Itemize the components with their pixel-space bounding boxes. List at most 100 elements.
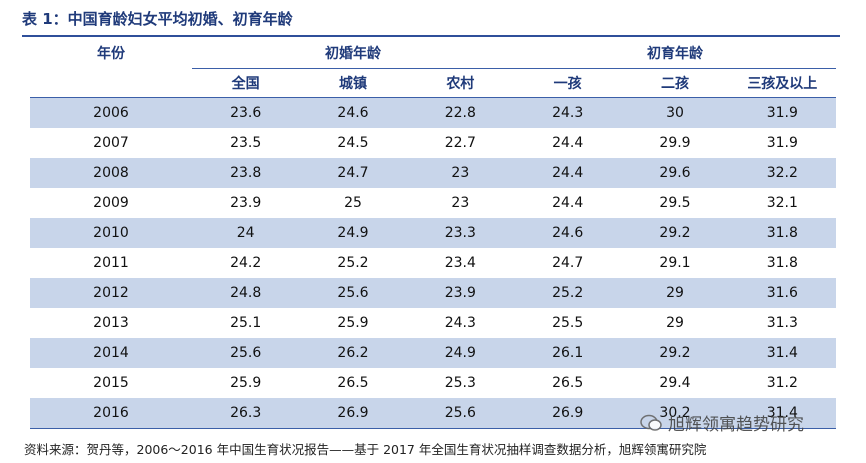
value-cell: 31.9 [766,105,798,121]
value-cell: 23 [451,165,470,181]
value-cell: 23.5 [230,135,262,151]
source-note: 资料来源：贺丹等，2006～2016 年中国生育状况报告——基于 2017 年全… [24,442,707,457]
value-cell: 24.6 [337,105,369,121]
value-cell: 24.7 [552,255,584,271]
year-cell: 2008 [93,165,129,181]
value-cell: 26.9 [337,405,369,421]
value-cell: 31.4 [766,345,798,361]
value-cell: 23.9 [444,285,476,301]
value-cell: 23.4 [444,255,476,271]
value-cell: 23 [451,195,470,211]
year-header: 年份 [97,46,125,62]
value-cell: 24.4 [552,165,584,181]
value-cell: 29.4 [659,375,691,391]
value-cell: 23.8 [230,165,262,181]
value-cell: 24.2 [230,255,262,271]
value-cell: 31.2 [766,375,798,391]
wechat-icon [640,414,662,431]
value-cell: 24.9 [444,345,476,361]
value-cell: 26.5 [552,375,584,391]
value-cell: 25.2 [552,285,584,301]
year-cell: 2007 [93,135,129,151]
year-cell: 2012 [93,285,129,301]
value-cell: 29.1 [659,255,691,271]
column-header: 农村 [446,76,475,92]
value-cell: 25.6 [230,345,262,361]
value-cell: 31.9 [766,135,798,151]
value-cell: 24 [236,225,255,241]
row-shade [30,278,836,308]
row-shade [30,338,836,368]
value-cell: 24.4 [552,135,584,151]
column-header: 三孩及以上 [747,76,818,92]
value-cell: 31.8 [766,225,798,241]
value-cell: 24.9 [337,225,369,241]
year-cell: 2006 [93,105,129,121]
value-cell: 22.7 [444,135,476,151]
title-rule [22,35,840,37]
table-title: 表 1：中国育龄妇女平均初婚、初育年龄 [22,10,293,28]
year-cell: 2010 [93,225,129,241]
group-header: 初婚年龄 [325,46,381,62]
column-header: 城镇 [338,76,367,92]
value-cell: 24.7 [337,165,369,181]
value-cell: 29 [666,315,684,331]
value-cell: 25.3 [444,375,476,391]
value-cell: 24.3 [552,105,584,121]
row-shade [30,158,836,188]
group-header: 初育年龄 [647,46,703,62]
value-cell: 23.9 [230,195,262,211]
value-cell: 25.6 [444,405,476,421]
value-cell: 29.6 [659,165,691,181]
value-cell: 32.2 [766,165,798,181]
column-header: 全国 [231,76,260,92]
value-cell: 26.1 [552,345,584,361]
value-cell: 23.3 [444,225,476,241]
value-cell: 24.8 [230,285,262,301]
header-rule [192,68,836,69]
value-cell: 31.6 [766,285,798,301]
value-cell: 29.2 [659,345,691,361]
value-cell: 30 [666,105,684,121]
bottom-rule [30,428,836,429]
value-cell: 25.1 [230,315,262,331]
value-cell: 25.9 [337,315,369,331]
value-cell: 31.8 [766,255,798,271]
value-cell: 24.5 [337,135,369,151]
row-shade [30,218,836,248]
year-cell: 2013 [93,315,129,331]
header-rule [30,97,836,98]
year-cell: 2015 [93,375,129,391]
value-cell: 31.4 [766,405,798,421]
row-shade [30,398,836,428]
value-cell: 25.5 [552,315,584,331]
column-header: 二孩 [660,76,689,92]
value-cell: 26.9 [552,405,584,421]
value-cell: 32.1 [766,195,798,211]
value-cell: 24.6 [552,225,584,241]
value-cell: 25.2 [337,255,369,271]
value-cell: 26.2 [337,345,369,361]
row-shade [30,98,836,128]
value-cell: 29.9 [659,135,691,151]
value-cell: 30.2 [659,405,691,421]
value-cell: 25 [344,195,362,211]
value-cell: 26.5 [337,375,369,391]
value-cell: 22.8 [444,105,476,121]
column-header: 一孩 [553,76,582,92]
value-cell: 25.9 [230,375,262,391]
year-cell: 2011 [93,255,129,271]
watermark-text: 旭辉领寓趋势研究 [668,415,804,435]
value-cell: 26.3 [230,405,262,421]
value-cell: 24.4 [552,195,584,211]
year-cell: 2016 [93,405,129,421]
value-cell: 31.3 [766,315,798,331]
value-cell: 25.6 [337,285,369,301]
value-cell: 29.5 [659,195,691,211]
value-cell: 24.3 [444,315,476,331]
value-cell: 29.2 [659,225,691,241]
year-cell: 2014 [93,345,129,361]
year-cell: 2009 [93,195,129,211]
value-cell: 29 [666,285,684,301]
